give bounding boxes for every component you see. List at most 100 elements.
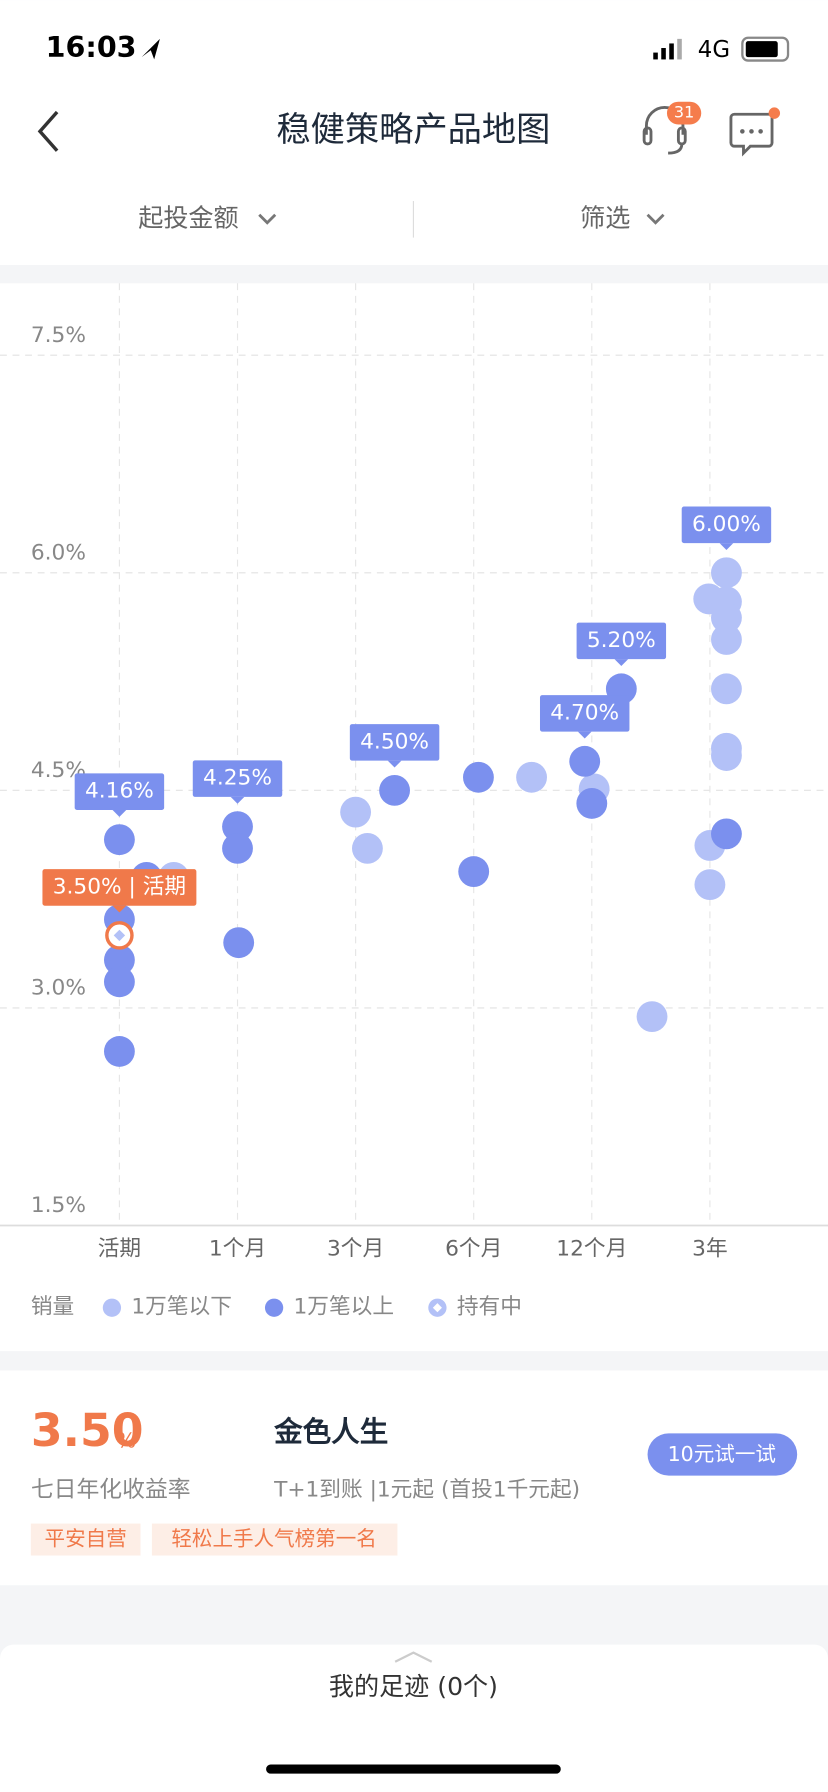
chevron — [258, 213, 277, 225]
legend-title: 销量 — [31, 1295, 74, 1320]
callout-pointer — [230, 796, 245, 804]
product-desc: T+1到账 |1元起 (首投1千元起) — [273, 1477, 580, 1502]
home-indicator — [266, 1764, 561, 1774]
try-button-label: 10元试一试 — [668, 1442, 776, 1466]
badge — [666, 101, 702, 125]
point — [711, 624, 742, 655]
callout-label: 4.70% — [550, 700, 619, 725]
point — [636, 1001, 668, 1033]
callout-box — [539, 695, 630, 732]
clock: 16:03 — [46, 30, 137, 64]
badge-count: 31 — [674, 103, 694, 122]
callout-box — [192, 760, 283, 797]
point — [223, 927, 255, 959]
legend-marker — [264, 1298, 284, 1317]
y-tick-label: 6.0% — [31, 540, 86, 565]
callout: 4.70% — [539, 695, 630, 739]
legend-label: 1万笔以上 — [294, 1295, 395, 1320]
callout-pointer — [112, 905, 127, 913]
footer-sheet[interactable] — [0, 1644, 828, 1792]
point — [711, 557, 742, 589]
point — [103, 944, 135, 976]
chart-bg — [0, 283, 828, 1352]
y-tick-label: 1.5% — [31, 1193, 86, 1218]
x-tick-label: 12个月 — [556, 1236, 627, 1261]
legend-label: 1万笔以下 — [131, 1295, 232, 1320]
point — [569, 745, 601, 777]
callout-label: 4.16% — [85, 779, 154, 804]
product-rate: 3.50 — [31, 1404, 144, 1457]
chevron — [646, 213, 665, 225]
battery — [741, 36, 790, 62]
callout-pointer — [112, 809, 127, 817]
footprint: 我的足迹 (0个) — [329, 1672, 498, 1701]
location-icon — [141, 38, 160, 60]
holding-diamond — [113, 929, 126, 942]
filter[interactable]: 筛选 — [580, 203, 630, 232]
network: 4G — [698, 37, 730, 63]
callout-pointer — [577, 731, 592, 739]
point — [516, 761, 547, 793]
point — [379, 774, 410, 806]
product-name: 金色人生 — [273, 1414, 388, 1448]
callout-box — [74, 773, 165, 810]
signal — [653, 38, 682, 60]
chart: 1.5%3.0%4.5%6.0%7.5%活期 1个月 3个月 6个月 12个月 3年4.1… — [0, 283, 828, 1320]
callout: 3.50% | 活期 — [42, 869, 197, 913]
tag — [30, 1523, 141, 1556]
callout-label: 4.50% — [360, 729, 429, 754]
point — [222, 811, 253, 843]
point — [694, 869, 726, 901]
tag-label: 平安自营 — [45, 1527, 127, 1551]
back-button[interactable] — [37, 110, 59, 152]
callout-label: 5.20% — [587, 628, 656, 653]
y-tick-label: 3.0% — [31, 976, 86, 1001]
point — [340, 796, 372, 828]
callout: 5.20% — [576, 622, 667, 666]
x-tick-label: 3个月 — [327, 1236, 384, 1261]
point — [222, 832, 253, 864]
point — [458, 856, 490, 888]
point — [576, 787, 608, 819]
callout-label: 6.00% — [692, 512, 761, 537]
callout-box — [576, 622, 667, 660]
legend-marker — [102, 1298, 122, 1317]
point — [711, 818, 742, 850]
page-title: 稳健策略产品地图 — [276, 110, 550, 150]
point — [103, 1036, 135, 1067]
tag-label: 轻松上手人气榜第一名 — [171, 1527, 376, 1551]
point — [711, 740, 742, 771]
point — [711, 602, 742, 634]
point — [463, 761, 494, 793]
legend-diamond — [432, 1303, 442, 1313]
callout-label: 3.50% | 活期 — [53, 874, 186, 899]
x-tick-label: 3年 — [692, 1236, 728, 1261]
callout-pointer — [719, 543, 734, 550]
callout-box — [42, 869, 197, 906]
callout-box — [681, 506, 772, 544]
point — [103, 824, 135, 856]
filter-amount[interactable]: 起投金额 — [138, 203, 238, 232]
x-tick-label: 6个月 — [445, 1236, 502, 1261]
point — [103, 966, 135, 998]
message-icon[interactable] — [729, 107, 781, 157]
y-tick-label: 7.5% — [31, 323, 86, 348]
callout-pointer — [387, 760, 402, 768]
battery-level — [745, 41, 778, 58]
callout: 4.50% — [349, 724, 440, 768]
point — [711, 673, 742, 705]
callout: 4.25% — [192, 760, 283, 804]
try-button[interactable] — [647, 1433, 798, 1476]
rate-label: 七日年化收益率 — [31, 1477, 191, 1503]
x-tick-label: 活期 — [98, 1236, 141, 1261]
legend-label: 持有中 — [457, 1295, 522, 1320]
callout-box — [349, 724, 440, 761]
callout-pointer — [614, 659, 629, 666]
callout-label: 4.25% — [203, 766, 272, 791]
point — [351, 832, 383, 864]
callout: 6.00% — [681, 506, 772, 550]
callout: 4.16% — [74, 773, 165, 817]
x-tick-label: 1个月 — [209, 1236, 266, 1261]
expand-icon — [394, 1651, 433, 1663]
